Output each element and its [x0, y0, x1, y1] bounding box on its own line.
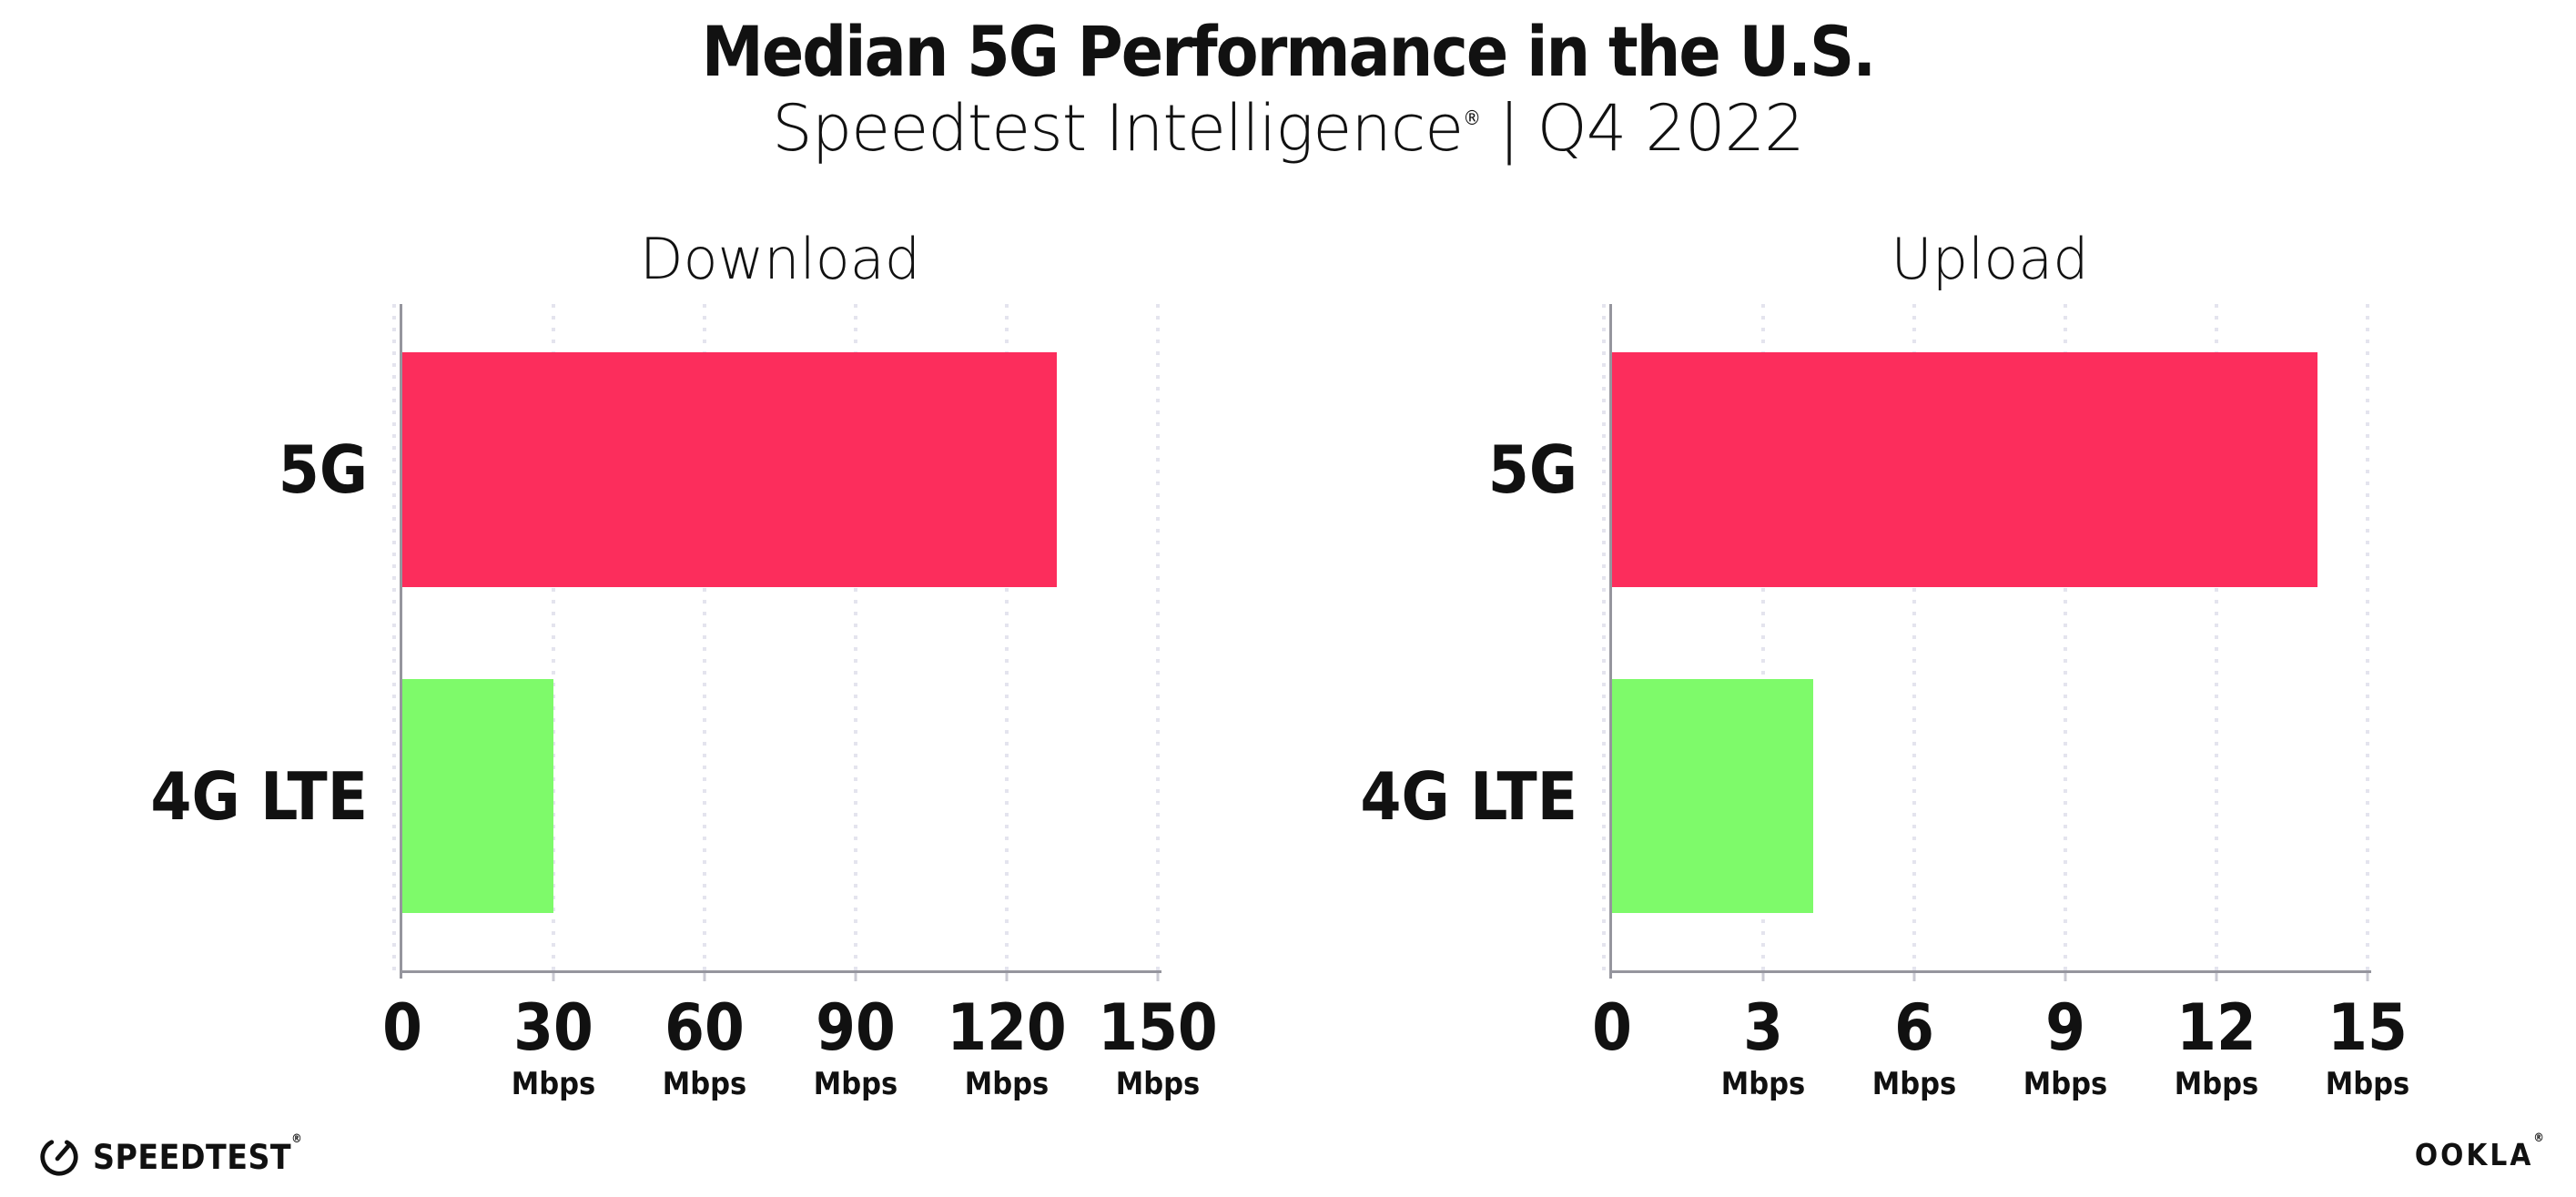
- tick-unit: Mbps: [2174, 1066, 2259, 1102]
- upload-chart: Upload 0 3 Mbps 6 Mbps 9 Mbps 12 Mbps 15 Mbps 5G 4G …: [1360, 226, 2409, 1100]
- download-gridline-150: [1156, 304, 1160, 970]
- ookla-logo: OOKLA®: [2414, 1132, 2547, 1172]
- speedtest-gauge-icon: [40, 1138, 78, 1176]
- ookla-wordmark: OOKLA: [2414, 1137, 2534, 1172]
- tick-value: 3: [1743, 990, 1783, 1065]
- download-axis-tick-60: [703, 973, 706, 981]
- download-x-axis-line: [400, 970, 1161, 973]
- subtitle-separator: |: [1498, 91, 1520, 166]
- download-gridline-120: [1005, 304, 1009, 970]
- tick-unit: Mbps: [964, 1066, 1050, 1102]
- upload-tick-label-15: 15 Mbps: [2326, 996, 2409, 1100]
- upload-tick-label-12: 12 Mbps: [2175, 996, 2258, 1100]
- upload-tick-label-6: 6 Mbps: [1872, 996, 1956, 1100]
- download-axis-tick-150: [1156, 973, 1160, 981]
- download-gridline-90: [854, 304, 857, 970]
- download-tick-label-150: 150 Mbps: [1098, 996, 1217, 1100]
- download-axis-tick-90: [854, 973, 857, 981]
- upload-axis-tick-15: [2366, 973, 2369, 981]
- download-axis-tick-120: [1005, 973, 1009, 981]
- upload-axis-tick-12: [2215, 973, 2218, 981]
- upload-plot-area: [1602, 304, 2371, 981]
- upload-category-label-4g-lte: 4G LTE: [1360, 757, 1577, 835]
- page-title: Median 5G Performance in the U.S.: [701, 11, 1876, 92]
- download-tick-label-120: 120 Mbps: [947, 996, 1066, 1100]
- subtitle-brand: Speedtest Intelligence: [772, 91, 1464, 166]
- upload-tick-label-9: 9 Mbps: [2023, 996, 2107, 1100]
- download-chart: Download 0 30 Mbps 60 Mbps 90 Mbps 120 Mbps 150 Mb…: [150, 226, 1217, 1100]
- upload-category-label-5g: 5G: [1487, 431, 1577, 508]
- tick-value: 0: [1592, 990, 1632, 1065]
- tick-value: 15: [2328, 990, 2408, 1065]
- download-chart-title: Download: [639, 226, 921, 292]
- upload-axis-tick-3: [1761, 973, 1765, 981]
- download-gridline-30: [552, 304, 555, 970]
- tick-value: 0: [382, 990, 422, 1065]
- bar-4g-lte-upload: [1612, 679, 1814, 913]
- subtitle: Speedtest Intelligence® | Q4 2022: [0, 91, 2576, 166]
- tick-unit: Mbps: [1720, 1066, 1806, 1102]
- download-tick-label-60: 60 Mbps: [663, 996, 746, 1100]
- download-category-label-4g-lte: 4G LTE: [150, 757, 368, 835]
- tick-value: 60: [664, 990, 745, 1065]
- registered-trademark-mark: ®: [1463, 107, 1481, 130]
- tick-unit: Mbps: [662, 1066, 747, 1102]
- tick-unit: Mbps: [1115, 1066, 1201, 1102]
- tick-value: 9: [2045, 990, 2085, 1065]
- bar-4g-lte-download: [402, 679, 553, 913]
- upload-gridline-15: [2366, 304, 2369, 970]
- download-gridline-60: [703, 304, 706, 970]
- tick-value: 90: [816, 990, 896, 1065]
- tick-unit: Mbps: [2325, 1066, 2410, 1102]
- tick-unit: Mbps: [813, 1066, 898, 1102]
- tick-value: 150: [1098, 990, 1218, 1065]
- tick-unit: Mbps: [1871, 1066, 1957, 1102]
- tick-value: 12: [2176, 990, 2257, 1065]
- upload-tick-label-3: 3 Mbps: [1721, 996, 1805, 1100]
- download-plot-area: [392, 304, 1161, 981]
- download-tick-label-90: 90 Mbps: [814, 996, 898, 1100]
- upload-chart-title: Upload: [1891, 226, 2089, 292]
- upload-y-axis-line: [1609, 304, 1612, 979]
- upload-axis-tick-6: [1912, 973, 1916, 981]
- upload-gridline-12: [2215, 304, 2218, 970]
- upload-axis-tick-9: [2064, 973, 2067, 981]
- upload-gridline-3: [1761, 304, 1765, 970]
- tick-value: 6: [1894, 990, 1934, 1065]
- download-tick-label-30: 30 Mbps: [512, 996, 595, 1100]
- bar-5g-download: [402, 352, 1058, 587]
- speedtest-logo-text: SPEEDTEST®: [93, 1133, 302, 1177]
- download-category-label-5g: 5G: [278, 431, 368, 508]
- ookla-trademark-mark: ®: [2533, 1131, 2547, 1145]
- subtitle-period: Q4 2022: [1536, 91, 1805, 166]
- upload-gridline-6: [1912, 304, 1916, 970]
- upload-tick-label-0: 0: [1592, 996, 1632, 1060]
- upload-gridline-0: [1602, 304, 1606, 970]
- tick-value: 30: [513, 990, 593, 1065]
- download-axis-tick-30: [552, 973, 555, 981]
- tick-unit: Mbps: [2023, 1066, 2108, 1102]
- speedtest-wordmark: SPEEDTEST: [93, 1137, 292, 1177]
- tick-value: 120: [947, 990, 1067, 1065]
- bar-5g-upload: [1612, 352, 2317, 587]
- speedtest-trademark-mark: ®: [291, 1131, 303, 1146]
- tick-unit: Mbps: [511, 1066, 596, 1102]
- download-y-axis-line: [400, 304, 402, 979]
- upload-x-axis-line: [1609, 970, 2371, 973]
- download-gridline-0: [392, 304, 396, 970]
- speedtest-logo: SPEEDTEST®: [38, 1133, 302, 1178]
- upload-gridline-9: [2064, 304, 2067, 970]
- download-tick-label-0: 0: [382, 996, 422, 1060]
